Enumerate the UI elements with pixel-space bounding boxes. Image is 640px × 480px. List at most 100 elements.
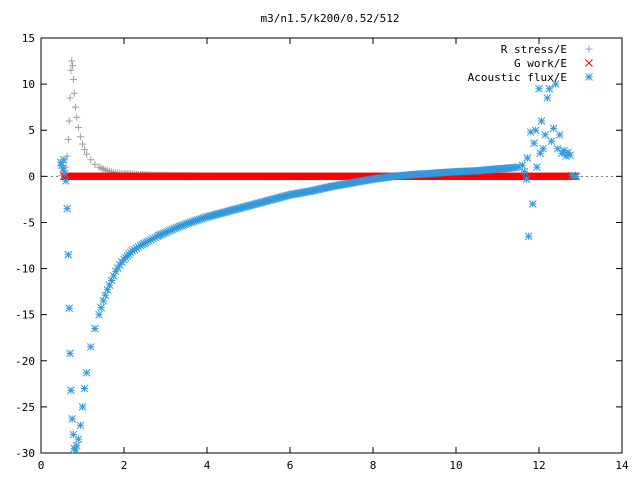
x-tick-label: 0 (38, 459, 45, 472)
data-point (71, 446, 80, 455)
legend-label: Acoustic flux/E (468, 71, 567, 84)
data-point (70, 89, 78, 97)
data-point (64, 135, 72, 143)
marker-stroke (530, 139, 538, 147)
marker-stroke (76, 421, 85, 430)
marker-stroke (64, 250, 73, 259)
data-point (530, 139, 538, 147)
data-point (551, 80, 560, 88)
data-point (91, 160, 99, 168)
data-point (71, 103, 79, 111)
series-layer (57, 57, 581, 455)
data-point (523, 154, 532, 162)
marker-stroke (82, 368, 91, 377)
marker-stroke (537, 117, 546, 125)
marker-stroke (566, 151, 574, 159)
data-point (514, 163, 523, 171)
marker-stroke (520, 167, 529, 176)
y-tick-label: -25 (15, 401, 35, 414)
data-point (555, 130, 564, 139)
data-point (69, 76, 77, 83)
data-point (68, 57, 76, 65)
marker-stroke (60, 169, 69, 178)
data-point (66, 94, 74, 102)
data-point (68, 415, 76, 423)
y-tick-label: -5 (22, 216, 35, 229)
marker-stroke (528, 200, 537, 208)
x-tick-label: 10 (449, 459, 462, 472)
marker-stroke (78, 403, 87, 411)
marker-stroke (522, 175, 531, 183)
marker-stroke (541, 130, 550, 139)
y-tick-label: 5 (28, 124, 35, 137)
x-tick-label: 4 (204, 459, 211, 472)
x-tick-label: 14 (615, 459, 629, 472)
data-point (547, 137, 556, 146)
data-point (541, 130, 550, 139)
marker-stroke (524, 232, 533, 241)
data-point (572, 172, 581, 181)
data-point (533, 163, 541, 171)
marker-stroke (533, 163, 541, 171)
marker-stroke (535, 84, 543, 93)
data-point (537, 117, 546, 125)
data-point (82, 368, 91, 377)
data-point (518, 161, 527, 170)
data-point (566, 151, 574, 159)
marker-stroke (95, 310, 103, 319)
data-point (63, 152, 71, 160)
plot-border (40, 37, 623, 454)
data-point (535, 84, 543, 93)
data-point (73, 113, 81, 121)
data-point (62, 177, 70, 185)
x-tick-label: 8 (370, 459, 377, 472)
data-point (528, 200, 537, 208)
marker-stroke (97, 303, 106, 312)
data-point (97, 303, 106, 312)
legend-marker (585, 73, 593, 81)
series-2 (57, 80, 581, 455)
marker-stroke (66, 349, 74, 358)
marker-stroke (62, 177, 70, 185)
marker-stroke (555, 130, 564, 139)
marker-stroke (72, 441, 81, 450)
y-axis-ticks: 15 10 5 0 -5 -10 -15 -20 -25 -30 (15, 32, 622, 460)
legend-label: R stress/E (501, 43, 567, 56)
marker-stroke (74, 435, 83, 444)
marker-stroke (68, 415, 76, 423)
marker-stroke (69, 430, 78, 439)
y-tick-label: -10 (15, 263, 35, 276)
data-point (74, 435, 83, 444)
x-tick-label: 2 (121, 459, 128, 472)
data-point (87, 156, 95, 164)
marker-stroke (59, 165, 67, 173)
legend-marker (585, 45, 593, 53)
data-point (111, 267, 120, 276)
marker-stroke (545, 84, 554, 93)
data-point (72, 441, 81, 450)
marker-stroke (536, 149, 545, 158)
data-point (59, 165, 67, 173)
data-point (539, 144, 548, 153)
y-tick-label: 15 (22, 32, 35, 45)
y-tick-label: -20 (15, 355, 35, 368)
marker-stroke (547, 137, 556, 146)
x-tick-label: 6 (287, 459, 294, 472)
marker-stroke (518, 161, 527, 170)
marker-stroke (59, 155, 68, 164)
marker-stroke (549, 124, 558, 133)
y-tick-label: 0 (28, 170, 35, 183)
data-point (59, 155, 68, 164)
data-point (545, 84, 554, 93)
data-point (520, 167, 529, 176)
data-point (76, 133, 84, 141)
y-tick-label: -30 (15, 447, 35, 460)
marker-stroke (65, 304, 74, 313)
data-point (524, 232, 533, 241)
plot-frame (40, 37, 623, 454)
data-point (67, 386, 75, 395)
data-point (64, 250, 73, 259)
marker-stroke (553, 144, 562, 153)
